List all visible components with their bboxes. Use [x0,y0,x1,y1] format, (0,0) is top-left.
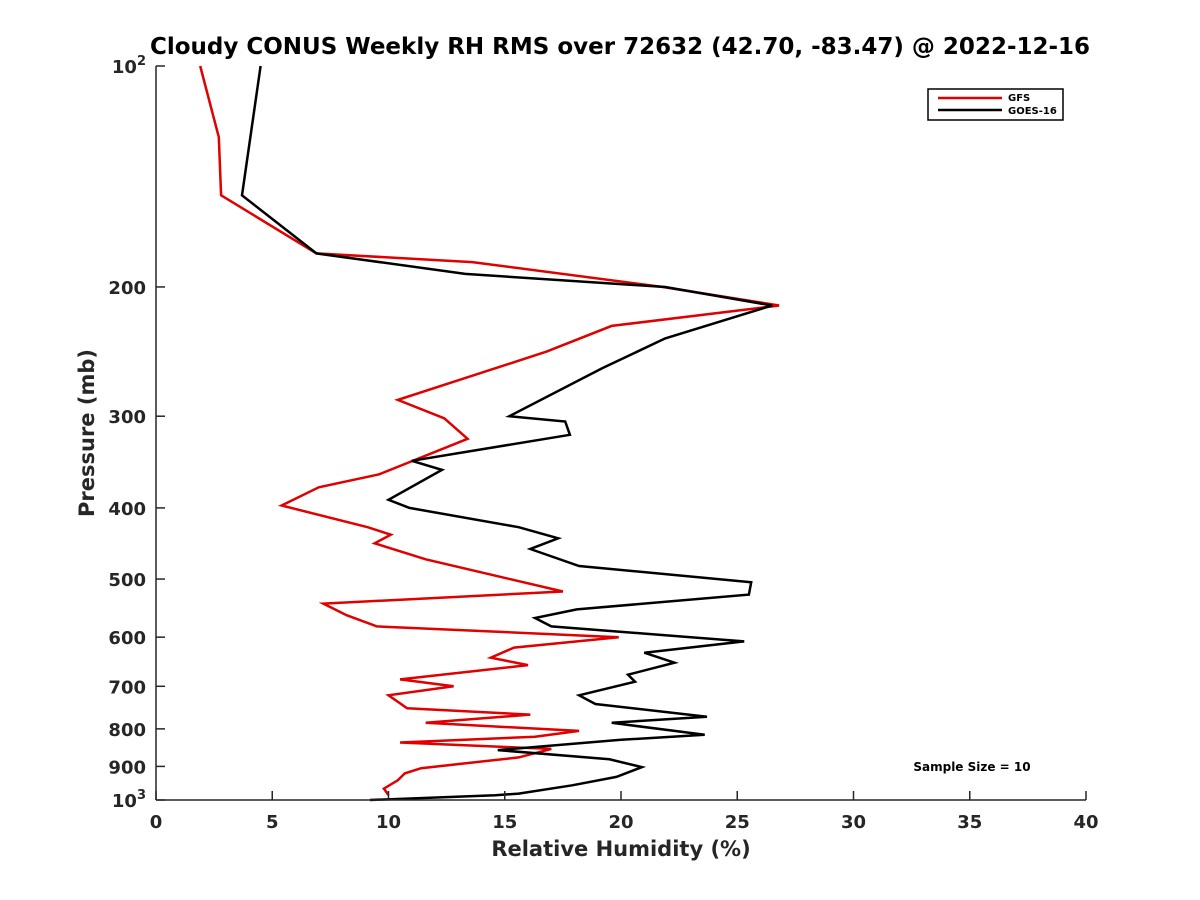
x-tick-label-5: 5 [266,812,279,833]
x-tick-label-10: 10 [376,812,401,833]
y-tick-label-1000: 103 [112,788,146,812]
x-tick-label-25: 25 [725,812,750,833]
y-axis-label: Pressure (mb) [75,349,99,517]
x-tick-label-40: 40 [1073,812,1098,833]
x-axis-label: Relative Humidity (%) [491,837,750,861]
legend-box [927,88,1064,121]
x-tick-label-15: 15 [492,812,517,833]
y-tick-label-100: 102 [112,54,146,78]
x-tick-label-0: 0 [150,812,163,833]
y-tick-label-800: 800 [108,720,146,741]
x-ticks: 0 5 10 15 20 25 30 35 40 [150,791,1099,833]
series-line-goes16 [240,65,773,802]
y-tick-label-900: 900 [108,757,146,778]
y-tick-label-300: 300 [108,407,146,428]
legend: GFS GOES-16 [927,88,1064,121]
x-tick-label-30: 30 [841,812,866,833]
series-line-gfs [198,65,780,796]
y-tick-label-600: 600 [108,628,146,649]
x-tick-label-35: 35 [957,812,982,833]
chart-title: Cloudy CONUS Weekly RH RMS over 72632 (4… [150,34,1090,60]
legend-label-goes16: GOES-16 [1008,106,1057,117]
y-tick-label-700: 700 [108,677,146,698]
y-tick-label-500: 500 [108,570,146,591]
sample-size-annotation: Sample Size = 10 [913,760,1030,774]
y-ticks: 102 200 300 400 500 600 700 800 900 103 [108,54,165,812]
y-tick-label-400: 400 [108,499,146,520]
series-lines [198,65,780,802]
y-tick-label-200: 200 [108,278,146,299]
legend-label-gfs: GFS [1008,93,1030,104]
x-tick-label-20: 20 [608,812,633,833]
